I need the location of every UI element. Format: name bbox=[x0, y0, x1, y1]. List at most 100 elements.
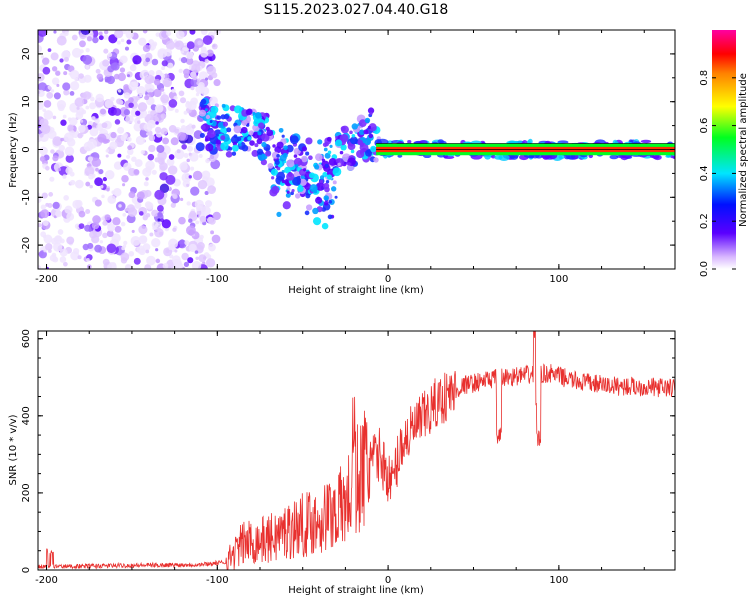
spectrogram-noise-blob bbox=[38, 89, 45, 98]
spectrogram-signal-blob bbox=[241, 126, 248, 134]
spectrogram-signal-blob bbox=[282, 152, 288, 158]
spectrogram-noise-blob bbox=[168, 124, 177, 133]
spectrogram-noise-blob bbox=[160, 113, 167, 119]
spectrogram-noise-blob bbox=[138, 248, 146, 256]
spectrogram-signal-blob bbox=[340, 144, 347, 151]
spectrogram-signal-blob bbox=[316, 182, 325, 191]
spectrogram-noise-blob bbox=[155, 258, 161, 264]
snr-x-ticks: -200 -100 0 100 bbox=[35, 331, 645, 586]
spectrogram-noise-blob bbox=[63, 132, 74, 143]
spectrogram-noise-blob bbox=[197, 241, 205, 250]
snr-x-label: Height of straight line (km) bbox=[288, 585, 424, 596]
spectrogram-signal-blob bbox=[370, 145, 377, 153]
spectrogram-noise-blob bbox=[150, 109, 158, 118]
spectrogram-signal-blob bbox=[230, 135, 240, 144]
spectrogram-y-tick-0-label: 0 bbox=[21, 146, 32, 152]
spectrogram-noise-blob bbox=[91, 157, 102, 167]
spectrogram-noise-blob bbox=[67, 124, 74, 132]
spectrogram-signal-blob bbox=[233, 125, 242, 134]
spectrogram-noise-blob bbox=[200, 205, 211, 216]
spectrogram-noise-blob bbox=[211, 43, 218, 50]
spectrogram-signal-blob bbox=[225, 150, 233, 158]
spectrogram-noise-blob bbox=[186, 225, 196, 236]
spectrogram-noise-blob bbox=[94, 244, 103, 253]
spectrogram-signal-blob bbox=[328, 200, 333, 204]
spectrogram-noise-blob bbox=[205, 200, 213, 208]
spectrogram-noise-blob bbox=[134, 159, 143, 168]
spectrogram-noise-blob bbox=[80, 119, 84, 123]
spectrogram-noise-blob bbox=[95, 93, 104, 103]
spectrogram-signal-blob bbox=[216, 115, 222, 120]
spectrogram-noise-blob bbox=[189, 210, 197, 218]
spectrogram-noise-blob bbox=[148, 144, 156, 153]
spectrogram-noise-blob bbox=[69, 91, 75, 96]
spectrogram-noise-blob bbox=[94, 199, 102, 207]
spectrogram-noise-blob bbox=[53, 30, 57, 34]
spectrogram-signal-blob bbox=[294, 193, 301, 199]
spectrogram-noise-blob bbox=[189, 30, 196, 35]
spectrogram-noise-blob bbox=[111, 190, 116, 195]
spectrogram-signal-blob bbox=[215, 139, 221, 145]
spectrogram-signal-blob bbox=[325, 180, 330, 184]
colorbar: 0.0 0.2 0.4 0.6 0.8 Normalized spectral ampl… bbox=[699, 30, 749, 277]
spectrogram-signal-blob bbox=[332, 167, 342, 177]
spectrogram-signal-blob bbox=[205, 114, 211, 120]
spectrogram-signal-blob bbox=[265, 150, 272, 157]
spectrogram-signal-blob bbox=[199, 132, 205, 138]
spectrogram-noise-blob bbox=[86, 258, 90, 262]
spectrogram-noise-blob bbox=[97, 133, 107, 143]
spectrogram-noise-blob bbox=[42, 108, 47, 113]
spectrogram-noise-blob bbox=[48, 249, 52, 253]
spectrogram-noise-blob bbox=[123, 240, 128, 246]
spectrogram-signal-blob bbox=[283, 145, 288, 151]
spectrogram-noise-blob bbox=[163, 48, 173, 57]
spectrogram-signal-blob bbox=[305, 137, 313, 145]
spectrogram-signal-blob bbox=[351, 123, 358, 130]
spectrogram-noise-blob bbox=[181, 144, 187, 150]
spectrogram-signal-blob bbox=[314, 164, 320, 170]
spectrogram-noise-blob bbox=[104, 99, 114, 109]
spectrogram-noise-blob bbox=[195, 220, 200, 225]
spectrogram-signal-blob bbox=[272, 144, 276, 148]
spectrogram-signal-blob bbox=[364, 138, 372, 146]
spectrogram-signal-blob bbox=[358, 119, 367, 127]
spectrogram-noise-blob bbox=[113, 108, 122, 116]
spectrogram-band-blob bbox=[498, 154, 510, 161]
spectrogram-noise-blob bbox=[211, 234, 221, 244]
spectrogram-noise-blob bbox=[184, 240, 190, 246]
spectrogram-signal-blob bbox=[257, 122, 265, 129]
spectrogram-noise-blob bbox=[188, 218, 193, 223]
spectrogram-signal-blob bbox=[276, 141, 284, 149]
spectrogram-noise-blob bbox=[98, 169, 104, 175]
spectrogram-noise-blob bbox=[103, 30, 109, 35]
spectrogram-signal-blob bbox=[266, 129, 274, 137]
spectrogram-signal-blob bbox=[334, 139, 343, 147]
spectrogram-noise-blob bbox=[105, 154, 109, 158]
spectrogram-noise-blob bbox=[91, 221, 100, 230]
spectrogram-noise-blob bbox=[139, 94, 143, 98]
spectrogram-noise-blob bbox=[136, 191, 145, 200]
colorbar-tick-label: 0.4 bbox=[699, 165, 710, 181]
spectrogram-noise-blob bbox=[121, 174, 129, 183]
spectrogram-noise-blob bbox=[100, 108, 107, 115]
spectrogram-noise-blob bbox=[38, 192, 41, 197]
spectrogram-noise-blob bbox=[98, 35, 104, 41]
spectrogram-noise-blob bbox=[51, 66, 58, 72]
spectrogram-noise-blob bbox=[113, 188, 122, 197]
spectrogram-noise-blob bbox=[205, 77, 209, 81]
snr-x-tick-0-label: 0 bbox=[385, 575, 391, 586]
spectrogram-noise-blob bbox=[107, 223, 116, 232]
spectrogram-x-tick-neg100-label: -100 bbox=[206, 274, 229, 285]
spectrogram-noise-blob bbox=[63, 261, 68, 267]
spectrogram-noise-blob bbox=[109, 141, 118, 150]
spectrogram-noise-blob bbox=[173, 95, 178, 101]
spectrogram-noise-blob bbox=[85, 181, 91, 187]
spectrogram-x-ticks: -200 -100 0 100 bbox=[35, 30, 645, 285]
spectrogram-noise-blob bbox=[123, 84, 130, 91]
spectrogram-noise-blob bbox=[38, 196, 42, 203]
spectrogram-noise-blob bbox=[95, 68, 101, 74]
spectrogram-noise-blob bbox=[200, 86, 210, 96]
spectrogram-noise-blob bbox=[65, 154, 74, 163]
spectrogram-noise-blob bbox=[198, 153, 203, 158]
